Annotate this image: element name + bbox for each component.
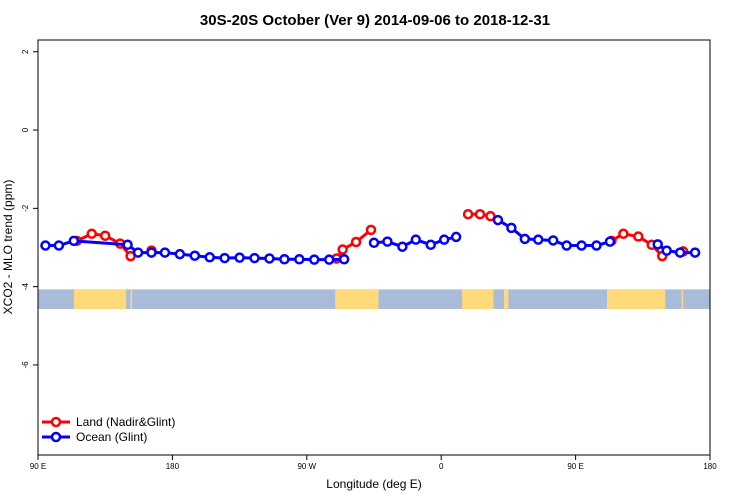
ocean-data-point — [279, 253, 290, 265]
ocean-data-point — [53, 240, 65, 251]
y-axis: 2 0 -2 -4 -6 — [21, 49, 38, 369]
ocean-data-point — [204, 252, 215, 263]
ocean-data-point — [189, 250, 201, 261]
ocean-data-point — [40, 240, 51, 251]
land-region — [462, 289, 494, 309]
ocean-data-point — [652, 239, 663, 250]
land-data-point — [86, 228, 98, 240]
ocean-data-point — [68, 235, 80, 247]
ocean-data-point — [309, 254, 320, 265]
land-data-point — [474, 208, 486, 220]
x-tick-label: 90 W — [297, 462, 316, 471]
land-region — [335, 289, 379, 309]
land-region — [503, 289, 509, 309]
ocean-data-point — [159, 247, 171, 258]
ocean-data-point — [323, 254, 335, 265]
x-tick-label: 90 E — [30, 462, 46, 471]
land-region — [606, 289, 666, 309]
ocean-data-point — [397, 241, 408, 252]
ocean-data-point — [519, 233, 531, 245]
land-data-point — [337, 244, 348, 255]
land-data-point — [462, 208, 474, 220]
land-ocean-band — [38, 289, 710, 309]
ocean-data-point — [338, 253, 350, 265]
land-region — [681, 289, 684, 309]
ocean-data-point — [506, 222, 517, 234]
ocean-data-point — [368, 237, 380, 249]
x-tick-label: 0 — [439, 462, 444, 471]
chart-title: 30S-20S October (Ver 9) 2014-09-06 to 20… — [200, 12, 550, 29]
ocean-series — [40, 214, 701, 265]
y-tick-label: 0 — [21, 127, 30, 132]
ocean-data-point — [122, 239, 133, 251]
y-tick-label: -4 — [21, 283, 30, 291]
ocean-data-point — [492, 214, 504, 226]
ocean-data-point — [533, 234, 544, 245]
x-tick-label: 180 — [703, 462, 717, 471]
ocean-data-point — [576, 240, 587, 251]
legend-ocean-marker — [50, 431, 62, 443]
ocean-data-point — [591, 240, 602, 251]
land-data-point — [365, 224, 377, 236]
ocean-data-point — [438, 234, 450, 245]
land-series-line — [335, 228, 372, 260]
x-axis: 90 E 180 90 W 0 90 E 180 — [30, 455, 717, 471]
ocean-data-point — [264, 253, 275, 264]
ocean-data-point — [604, 236, 616, 247]
x-axis-label: Longitude (deg E) — [326, 477, 421, 491]
land-data-point — [350, 236, 362, 248]
land-data-point — [618, 228, 629, 240]
ocean-data-point — [561, 240, 572, 251]
land-data-point — [633, 231, 644, 242]
ocean-data-point — [174, 248, 186, 260]
ocean-data-point — [146, 247, 157, 258]
ocean-data-point — [674, 247, 686, 258]
land-region — [130, 289, 133, 309]
y-axis-label: XCO2 - MLO trend (ppm) — [1, 180, 15, 315]
x-tick-label: 90 E — [567, 462, 583, 471]
ocean-data-point — [294, 253, 305, 265]
ocean-data-point — [234, 252, 245, 263]
land-region — [73, 289, 127, 309]
ocean-data-point — [689, 247, 701, 258]
ocean-series-line — [656, 243, 696, 255]
series-layer — [40, 208, 701, 265]
ocean-data-point — [132, 247, 144, 258]
ocean-data-point — [450, 231, 462, 243]
x-tick-label: 180 — [166, 462, 180, 471]
legend-ocean-label: Ocean (Glint) — [76, 430, 147, 444]
ocean-data-point — [410, 234, 422, 245]
y-tick-label: -6 — [21, 361, 30, 369]
ocean-data-point — [661, 245, 672, 256]
ocean-data-point — [219, 252, 230, 264]
ocean-data-point — [425, 239, 436, 251]
ocean-data-point — [249, 252, 260, 264]
y-tick-label: -2 — [21, 204, 30, 212]
ocean-data-point — [547, 235, 559, 246]
ocean-data-point — [382, 236, 393, 247]
y-tick-label: 2 — [21, 49, 30, 54]
legend: Land (Nadir&Glint) Ocean (Glint) — [42, 415, 175, 444]
legend-land-label: Land (Nadir&Glint) — [76, 415, 175, 429]
plot-frame — [37, 39, 711, 456]
legend-land-marker — [50, 416, 62, 428]
land-data-point — [99, 230, 111, 242]
